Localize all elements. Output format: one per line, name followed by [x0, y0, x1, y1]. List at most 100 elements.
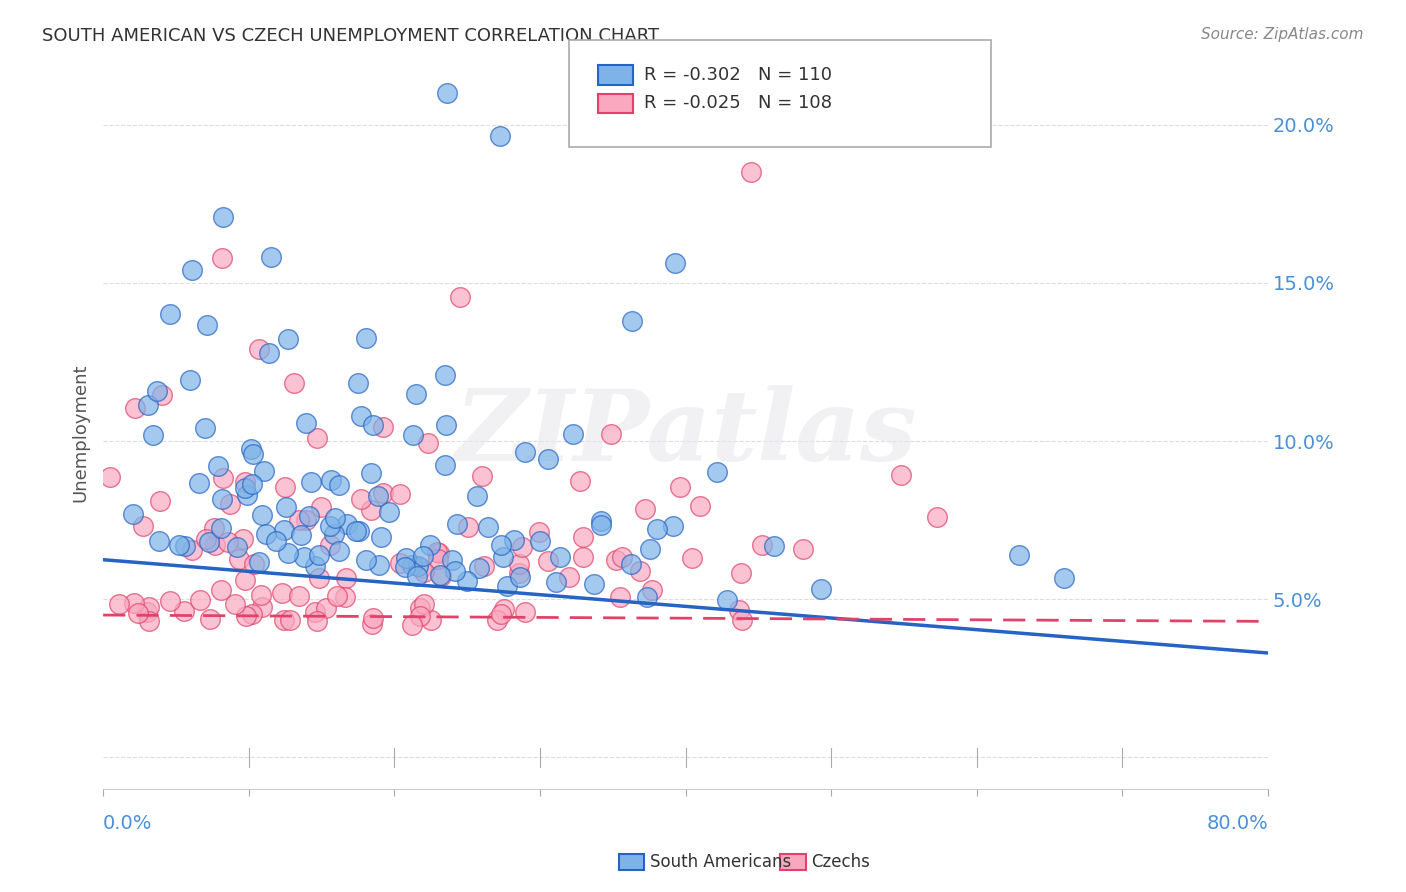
Text: South Americans: South Americans — [650, 853, 790, 871]
Point — [751, 537, 773, 551]
Point — [149, 493, 172, 508]
Point — [290, 528, 312, 542]
Point — [360, 503, 382, 517]
Point — [323, 511, 346, 525]
Point — [122, 596, 145, 610]
Point — [194, 533, 217, 547]
Point — [409, 609, 432, 624]
Point — [228, 552, 250, 566]
Point — [252, 508, 274, 522]
Point — [273, 523, 295, 537]
Text: 0.0%: 0.0% — [103, 814, 152, 833]
Point — [489, 129, 512, 144]
Point — [669, 479, 692, 493]
Point — [169, 538, 191, 552]
Point — [136, 398, 159, 412]
Point — [108, 597, 131, 611]
Point — [471, 469, 494, 483]
Point — [457, 519, 479, 533]
Point — [363, 418, 385, 433]
Point — [235, 608, 257, 623]
Point — [389, 486, 412, 500]
Point — [247, 342, 270, 356]
Point — [589, 514, 612, 528]
Point — [233, 475, 256, 490]
Point — [412, 597, 434, 611]
Point — [307, 431, 329, 445]
Point — [207, 458, 229, 473]
Point — [401, 558, 423, 572]
Point — [641, 583, 664, 598]
Point — [211, 251, 233, 265]
Point — [620, 314, 643, 328]
Point — [546, 574, 568, 589]
Point — [319, 537, 342, 551]
Point — [609, 590, 631, 604]
Point — [278, 614, 301, 628]
Point — [270, 586, 292, 600]
Point — [430, 569, 453, 583]
Point — [706, 465, 728, 479]
Point — [127, 606, 149, 620]
Point — [308, 548, 330, 562]
Point — [562, 426, 585, 441]
Point — [288, 589, 311, 603]
Point — [194, 421, 217, 435]
Point — [253, 464, 276, 478]
Point — [322, 527, 344, 541]
Point — [142, 428, 165, 442]
Point — [335, 590, 357, 604]
Point — [527, 524, 550, 539]
Point — [591, 517, 613, 532]
Point — [240, 607, 263, 621]
Point — [299, 475, 322, 489]
Point — [159, 307, 181, 321]
Point — [412, 549, 434, 563]
Point — [145, 384, 167, 398]
Point — [274, 500, 297, 514]
Point — [287, 513, 309, 527]
Point — [264, 533, 287, 548]
Point — [257, 346, 280, 360]
Point — [307, 614, 329, 628]
Point — [188, 476, 211, 491]
Point — [190, 593, 212, 607]
Point — [508, 557, 530, 571]
Point — [536, 554, 558, 568]
Point — [434, 458, 457, 472]
Point — [568, 474, 591, 488]
Point — [405, 386, 427, 401]
Point — [647, 522, 669, 536]
Point — [716, 592, 738, 607]
Point — [409, 561, 432, 575]
Point — [217, 535, 239, 549]
Point — [247, 555, 270, 569]
Text: 80.0%: 80.0% — [1206, 814, 1268, 833]
Point — [350, 409, 373, 423]
Point — [792, 541, 814, 556]
Point — [477, 520, 499, 534]
Point — [412, 565, 434, 579]
Point — [233, 481, 256, 495]
Point — [740, 165, 762, 179]
Point — [326, 589, 349, 603]
Text: Source: ZipAtlas.com: Source: ZipAtlas.com — [1201, 27, 1364, 42]
Point — [181, 543, 204, 558]
Point — [277, 546, 299, 560]
Point — [211, 491, 233, 506]
Point — [304, 605, 326, 619]
Point — [371, 419, 394, 434]
Text: R = -0.302   N = 110: R = -0.302 N = 110 — [644, 66, 832, 84]
Point — [446, 517, 468, 532]
Point — [489, 539, 512, 553]
Point — [273, 613, 295, 627]
Point — [135, 605, 157, 619]
Point — [347, 524, 370, 539]
Point — [132, 519, 155, 533]
Point — [138, 600, 160, 615]
Point — [276, 332, 298, 346]
Point — [763, 539, 786, 553]
Point — [508, 566, 530, 580]
Point — [640, 542, 662, 557]
Point — [465, 489, 488, 503]
